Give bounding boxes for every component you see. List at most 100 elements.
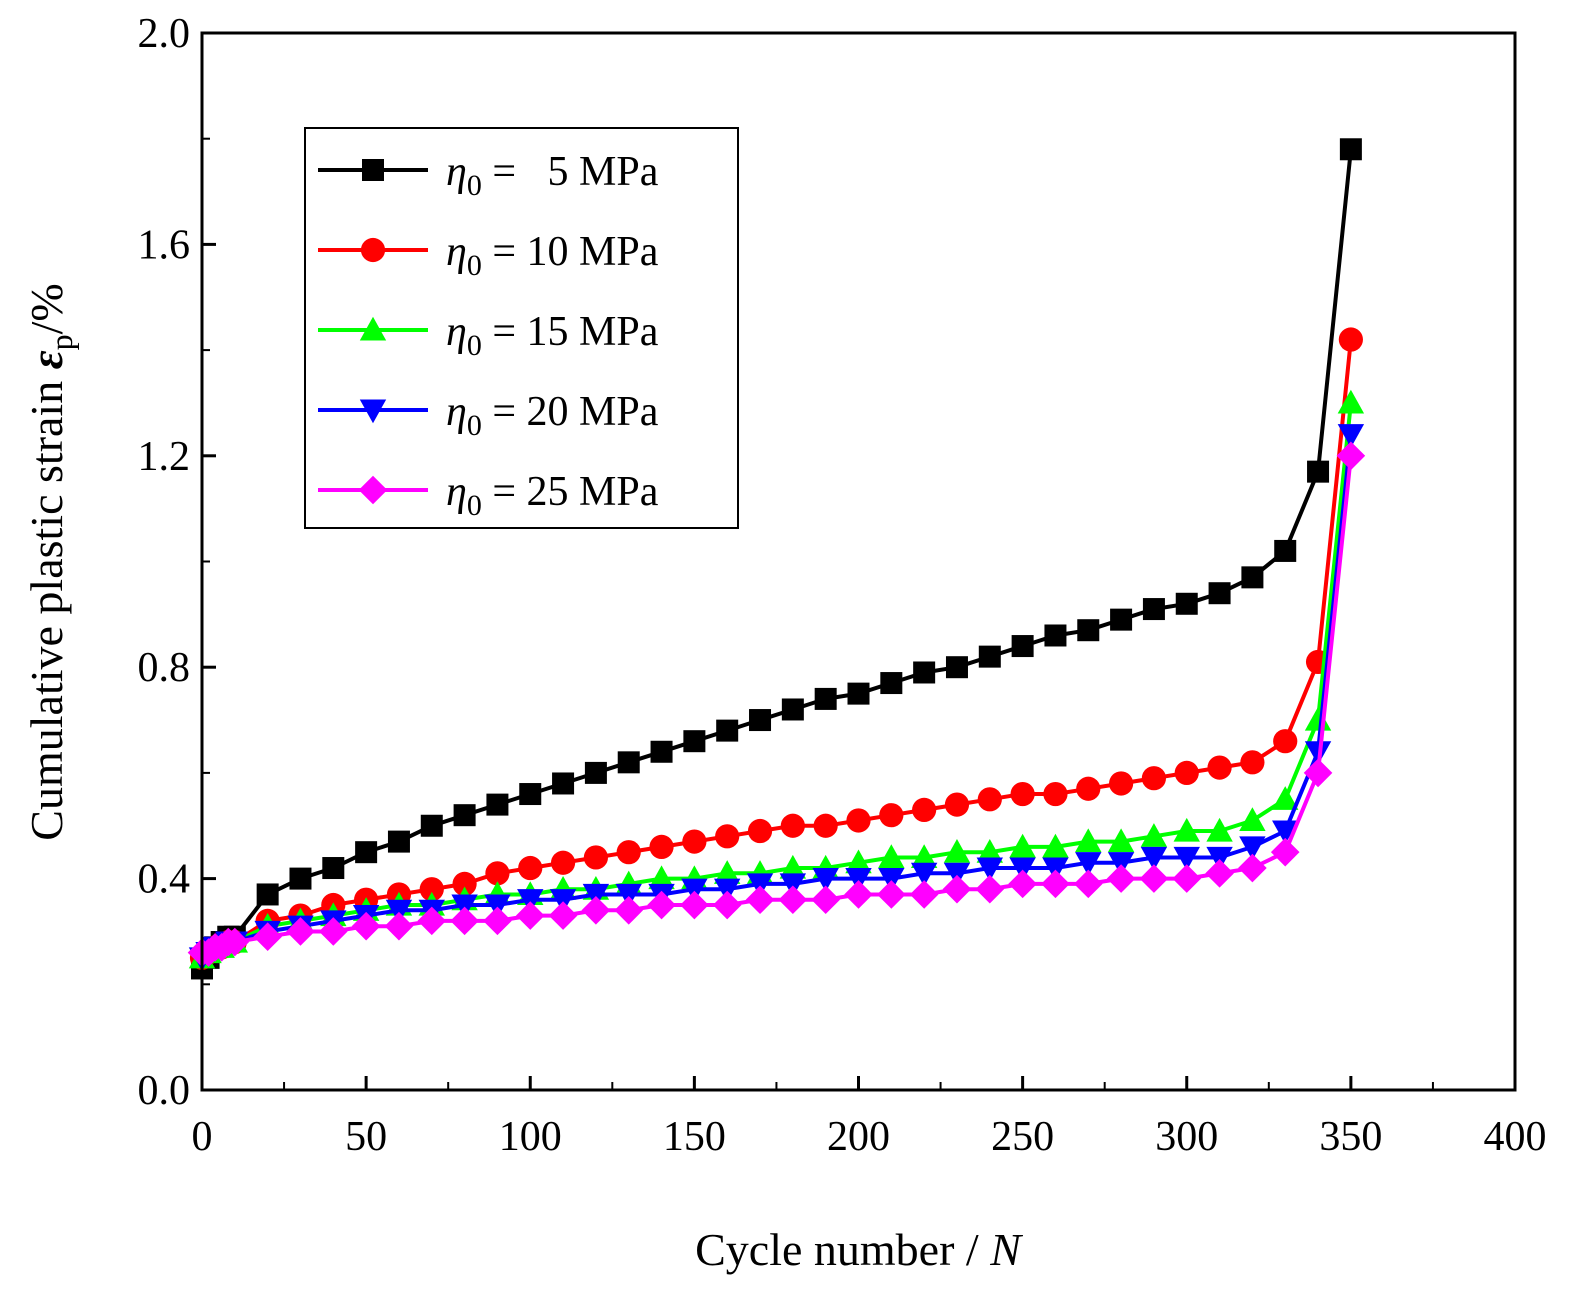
data-point <box>1239 836 1266 861</box>
data-point <box>420 814 443 837</box>
data-point <box>1075 828 1102 853</box>
data-point <box>845 849 872 874</box>
data-point <box>1205 859 1234 888</box>
data-point <box>584 761 607 784</box>
data-point <box>450 906 479 936</box>
data-point <box>1240 750 1265 775</box>
legend-symbol: η <box>446 149 467 195</box>
data-point <box>1044 624 1067 647</box>
data-point <box>1207 755 1232 780</box>
data-point <box>1106 864 1136 893</box>
data-point <box>912 797 937 822</box>
x-tick-label: 0 <box>192 1114 213 1160</box>
data-point <box>879 803 904 828</box>
x-tick-label: 150 <box>663 1114 726 1160</box>
data-point <box>1172 864 1202 893</box>
legend-value: = 5 MPa <box>482 149 659 195</box>
data-point <box>1336 441 1366 471</box>
data-point <box>913 661 936 684</box>
data-point <box>878 868 905 892</box>
data-point <box>714 860 741 884</box>
data-point <box>781 698 804 721</box>
data-point <box>1107 828 1135 853</box>
data-point <box>1041 869 1070 899</box>
x-axis-title-variable: N <box>989 1224 1023 1275</box>
data-point <box>1337 389 1365 414</box>
data-point <box>1339 138 1362 161</box>
data-point <box>1173 846 1200 871</box>
data-point <box>355 841 378 864</box>
data-point <box>582 883 610 908</box>
data-point <box>286 917 315 946</box>
data-point <box>779 873 807 898</box>
data-point <box>1174 760 1199 786</box>
legend-item: η0 = 5 MPa <box>318 149 659 202</box>
legend-marker <box>358 475 388 505</box>
y-axis-title: Cumulative plastic strain εp/% <box>21 283 79 840</box>
data-point <box>1208 582 1231 605</box>
data-point <box>813 813 838 838</box>
data-point <box>515 901 545 930</box>
data-point <box>1073 869 1103 899</box>
legend-subscript: 0 <box>467 329 482 362</box>
data-point <box>1010 781 1035 807</box>
y-axis-title-subscript: p <box>43 334 79 350</box>
data-point <box>1042 833 1069 858</box>
data-point <box>749 709 772 732</box>
legend-marker <box>359 316 387 341</box>
data-point <box>253 922 282 952</box>
data-point <box>1110 608 1133 631</box>
data-point <box>518 855 543 881</box>
data-point <box>877 880 906 909</box>
data-point <box>220 927 250 957</box>
data-point <box>1307 460 1330 483</box>
data-point <box>910 844 938 869</box>
data-point <box>1337 424 1365 448</box>
data-point <box>778 885 808 915</box>
legend-value: = 25 MPa <box>482 469 659 515</box>
data-point <box>1338 327 1363 352</box>
data-point <box>712 890 742 920</box>
y-tick-label: 0.8 <box>138 645 191 691</box>
data-point <box>483 906 512 936</box>
data-point <box>1270 837 1300 867</box>
series-line <box>200 434 1353 960</box>
x-tick-label: 400 <box>1484 1114 1547 1160</box>
legend-label: η0 = 15 MPa <box>446 309 659 362</box>
x-tick-label: 200 <box>827 1114 890 1160</box>
data-point <box>549 889 577 913</box>
data-point <box>452 871 477 896</box>
data-point <box>1009 857 1036 882</box>
legend-subscript: 0 <box>467 489 482 522</box>
legend-value: = 20 MPa <box>482 389 659 435</box>
data-point <box>844 880 873 909</box>
data-point <box>614 896 644 925</box>
data-point <box>714 878 741 903</box>
data-point <box>1206 846 1233 871</box>
data-point <box>1076 776 1101 801</box>
legend-subscript: 0 <box>467 409 482 442</box>
data-point <box>910 862 938 887</box>
data-point <box>1077 619 1100 642</box>
data-point <box>1140 823 1168 847</box>
data-point <box>779 854 807 879</box>
y-tick-label: 0.0 <box>138 1068 191 1114</box>
legend-symbol: η <box>446 469 467 515</box>
data-point <box>945 656 968 679</box>
data-point <box>1141 766 1167 791</box>
data-point <box>845 868 872 892</box>
y-axis-title-unit: /% <box>21 283 72 334</box>
data-point <box>419 877 444 902</box>
x-tick-label: 50 <box>345 1114 387 1160</box>
data-point <box>747 818 773 844</box>
data-point <box>1011 635 1034 658</box>
data-point <box>878 844 905 869</box>
data-point <box>289 867 312 890</box>
data-point <box>351 911 381 941</box>
y-tick-label: 0.4 <box>138 857 191 903</box>
data-point <box>1175 592 1198 615</box>
data-point <box>649 834 674 859</box>
data-point <box>1304 706 1332 731</box>
data-point <box>322 857 345 880</box>
